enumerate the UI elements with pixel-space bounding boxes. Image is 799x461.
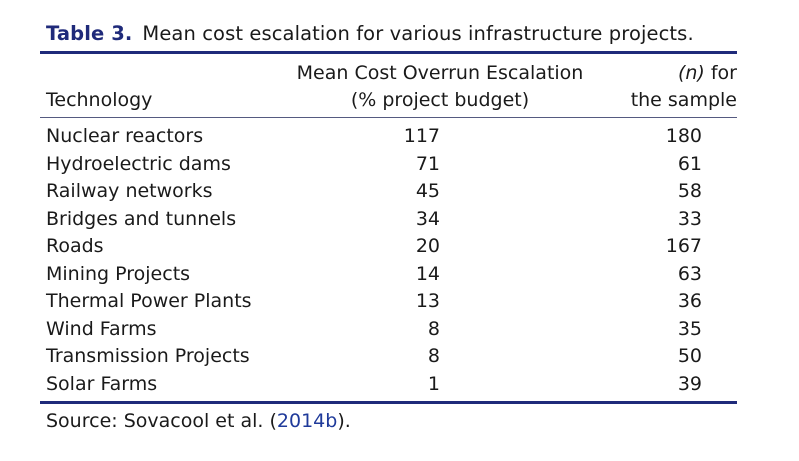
cell-escalation: 14 (415, 262, 440, 285)
cell-technology: Bridges and tunnels (46, 207, 237, 230)
column-header-n-line1: (n) for (631, 60, 737, 87)
table-row: Thermal Power Plants 13 36 (0, 290, 799, 318)
cell-escalation: 8 (427, 317, 440, 340)
cell-sample-size: 58 (677, 180, 702, 202)
table-caption: Table 3. Mean cost escalation for various… (46, 22, 694, 45)
column-header-n-line2: the sample (630, 89, 737, 111)
table-row: Railway networks 45 58 (0, 180, 799, 208)
source-citation-link[interactable]: 2014b (276, 410, 338, 432)
table-row: Mining Projects 14 63 (0, 263, 799, 291)
cell-escalation: 20 (415, 235, 440, 257)
cell-sample-size: 167 (665, 235, 702, 257)
cell-sample-size: 63 (677, 262, 702, 285)
cell-technology: Wind Farms (46, 317, 157, 340)
cell-sample-size: 50 (677, 345, 702, 367)
table-row: Hydroelectric dams 71 61 (0, 153, 799, 181)
source-open-paren: ( (269, 410, 277, 432)
table-caption-label: Table 3. (46, 22, 133, 45)
cell-technology: Hydroelectric dams (46, 152, 231, 175)
source-close-paren: ). (337, 410, 351, 432)
column-header-cost-line1: Mean Cost Overrun Escalation (296, 62, 584, 84)
cell-technology: Mining Projects (46, 262, 191, 285)
table-row: Bridges and tunnels 34 33 (0, 208, 799, 236)
cell-technology: Solar Farms (46, 372, 158, 395)
cell-technology: Roads (46, 235, 104, 257)
cell-sample-size: 35 (677, 317, 702, 340)
table-row: Wind Farms 8 35 (0, 318, 799, 346)
cell-escalation: 8 (427, 345, 440, 367)
cell-escalation: 45 (415, 180, 440, 202)
column-header-n-line1-rest: for (704, 62, 737, 84)
table-row: Nuclear reactors 117 180 (0, 125, 799, 153)
top-rule (40, 51, 737, 54)
cell-sample-size: 39 (677, 372, 702, 395)
column-header-cost-escalation: Mean Cost Overrun Escalation (% project … (290, 60, 590, 114)
cell-escalation: 1 (427, 372, 440, 395)
table-row: Roads 20 167 (0, 235, 799, 263)
source-prefix: Source: Sovacool et al. (46, 410, 270, 432)
table-source-note: Source: Sovacool et al. (2014b). (46, 410, 351, 432)
cell-sample-size: 180 (665, 125, 702, 147)
bottom-rule (40, 401, 737, 404)
cell-escalation: 13 (415, 290, 440, 312)
header-rule (40, 117, 737, 118)
table-row: Transmission Projects 8 50 (0, 345, 799, 373)
cell-sample-size: 36 (677, 290, 702, 312)
cell-escalation: 71 (415, 152, 440, 175)
cell-technology: Nuclear reactors (46, 125, 204, 147)
table-caption-text: Mean cost escalation for various infrast… (142, 22, 694, 45)
cell-escalation: 117 (403, 125, 440, 147)
cell-escalation: 34 (415, 207, 440, 230)
cell-technology: Railway networks (46, 180, 213, 202)
column-header-sample-size: (n) for the sample (631, 60, 737, 114)
cell-sample-size: 61 (677, 152, 702, 175)
column-header-cost-line2: (% project budget) (350, 89, 530, 111)
cell-sample-size: 33 (677, 207, 702, 230)
table-row: Solar Farms 1 39 (0, 373, 799, 401)
cell-technology: Thermal Power Plants (46, 290, 252, 312)
column-header-n-var: (n) (677, 62, 705, 84)
cell-technology: Transmission Projects (46, 345, 250, 367)
column-header-technology: Technology (46, 89, 153, 111)
